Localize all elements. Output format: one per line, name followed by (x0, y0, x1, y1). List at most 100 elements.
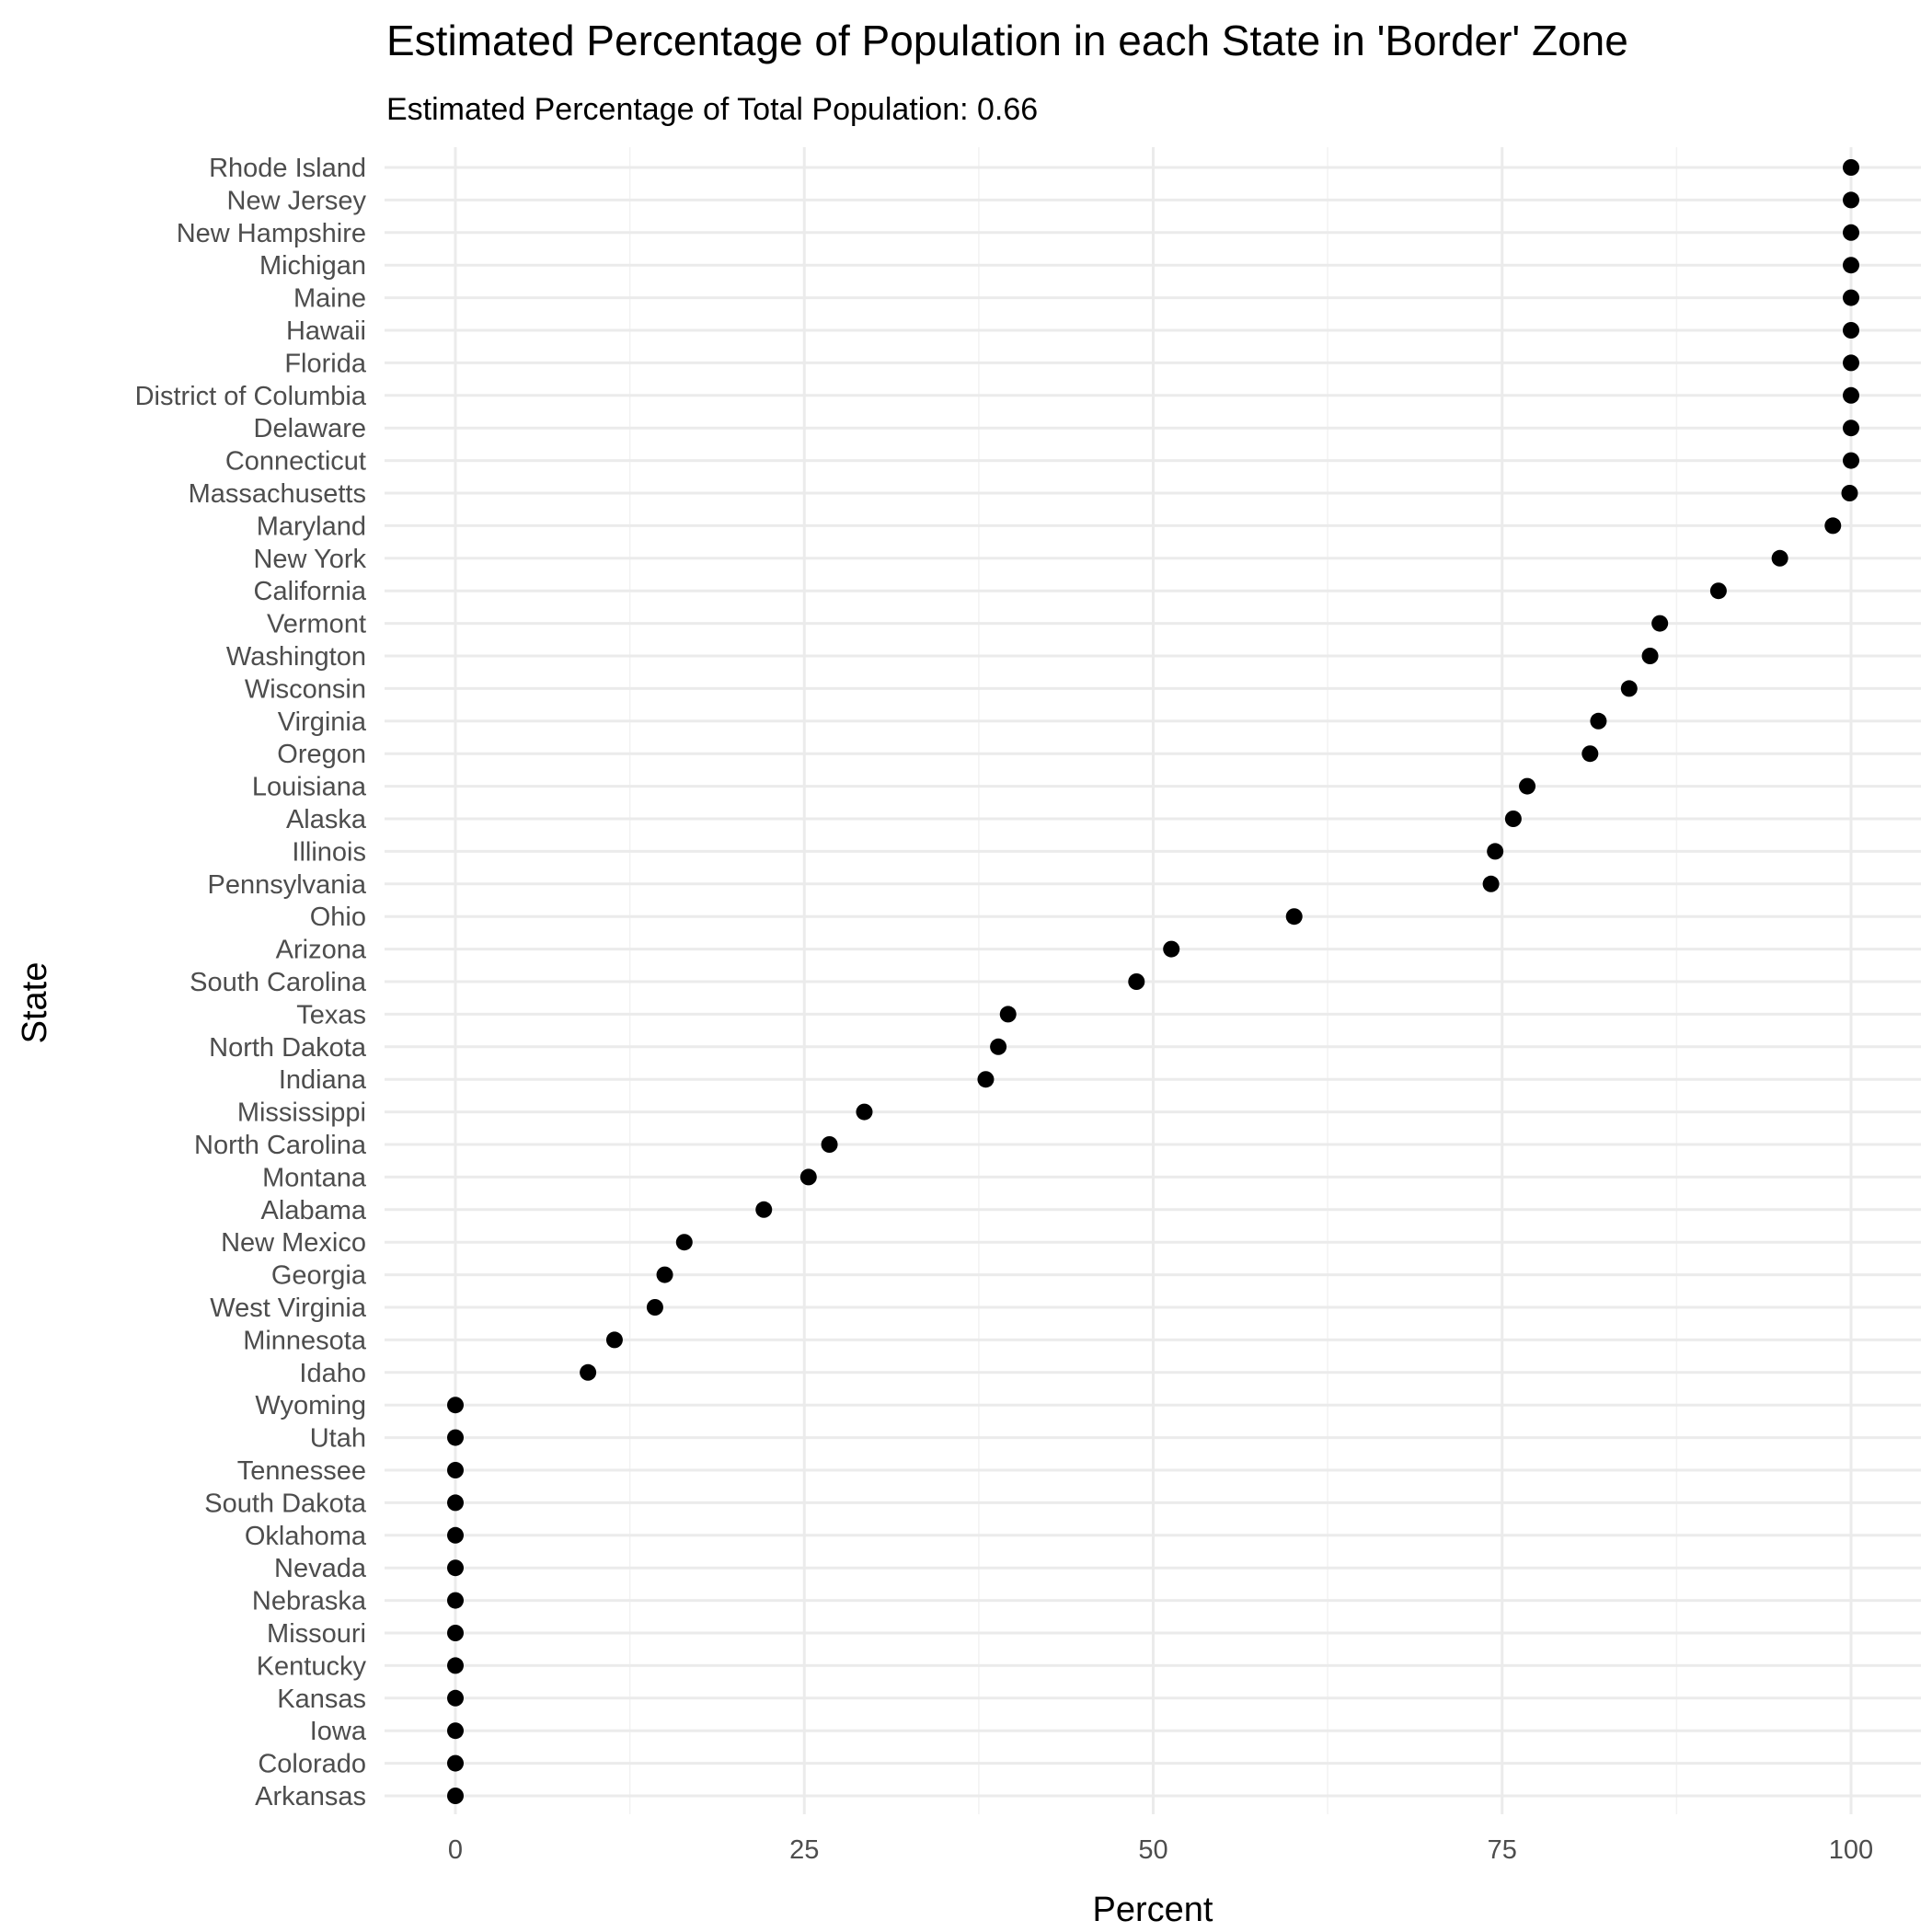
y-tick-label: Arkansas (255, 1782, 366, 1811)
data-point (1843, 289, 1859, 306)
y-tick-label: Mississippi (237, 1098, 366, 1128)
grid-lines (385, 147, 1921, 1814)
data-point (1843, 420, 1859, 437)
data-point (999, 1006, 1017, 1023)
data-point (1128, 973, 1145, 990)
data-point (1709, 582, 1727, 600)
y-tick-label: Georgia (271, 1261, 367, 1291)
y-tick-label: Montana (262, 1163, 367, 1192)
y-tick-label: Maine (293, 284, 366, 314)
data-point (1843, 452, 1859, 469)
data-point (1841, 485, 1858, 501)
y-tick-label: West Virginia (210, 1294, 367, 1323)
y-tick-label: Oklahoma (245, 1522, 367, 1551)
chart-title: Estimated Percentage of Population in ea… (386, 17, 1628, 64)
y-tick-labels: Rhode Island New Jersey New Hampshire Michi… (135, 154, 367, 1811)
data-point (1843, 257, 1859, 274)
y-tick-label: Arizona (276, 936, 367, 965)
y-tick-label: Nebraska (252, 1587, 367, 1616)
y-tick-label: New York (253, 545, 366, 574)
data-point (675, 1234, 693, 1251)
data-point (1163, 940, 1180, 958)
x-tick-label: 0 (448, 1835, 463, 1865)
y-tick-label: Texas (296, 1000, 366, 1029)
data-point (1482, 875, 1500, 892)
y-tick-label: Minnesota (243, 1326, 367, 1355)
data-point (447, 1754, 464, 1772)
data-point (447, 1592, 464, 1609)
y-tick-label: Maryland (257, 512, 366, 541)
y-tick-label: Tennessee (237, 1456, 366, 1486)
y-tick-label: North Carolina (194, 1131, 367, 1160)
data-point (646, 1299, 663, 1316)
y-tick-label: Alabama (261, 1196, 367, 1225)
y-tick-label: Wisconsin (245, 674, 366, 704)
data-point (1487, 843, 1504, 860)
y-tick-label: Connecticut (225, 447, 366, 477)
y-tick-label: Indiana (279, 1065, 367, 1095)
y-tick-label: Wyoming (255, 1391, 366, 1420)
y-tick-label: Florida (284, 349, 367, 378)
data-point (447, 1494, 464, 1512)
y-tick-label: New Jersey (227, 186, 367, 215)
data-point (1519, 777, 1536, 795)
data-point (1771, 549, 1788, 567)
data-point (1824, 517, 1842, 535)
y-tick-label: Missouri (267, 1619, 366, 1649)
x-tick-labels: 0 25 50 75 100 (448, 1835, 1873, 1865)
data-point (990, 1038, 1007, 1055)
x-tick-label: 25 (789, 1835, 819, 1865)
x-axis-title: Percent (1093, 1891, 1213, 1929)
y-tick-label: Kentucky (257, 1651, 367, 1681)
data-point (447, 1397, 464, 1414)
y-tick-label: Alaska (286, 805, 367, 834)
x-tick-label: 100 (1829, 1835, 1873, 1865)
y-tick-label: Virginia (278, 707, 367, 737)
y-tick-label: Iowa (310, 1717, 367, 1746)
data-point (656, 1266, 673, 1283)
data-point (605, 1331, 623, 1349)
data-point (1590, 712, 1607, 730)
y-tick-label: Massachusetts (189, 479, 366, 509)
data-point (1641, 648, 1659, 664)
y-tick-label: New Hampshire (177, 219, 366, 248)
data-point (1581, 745, 1599, 763)
data-point (1843, 159, 1859, 176)
data-points (447, 159, 1859, 1804)
y-tick-label: Pennsylvania (208, 870, 367, 900)
y-axis-title: State (16, 962, 54, 1044)
y-tick-label: Ohio (310, 903, 366, 932)
data-point (799, 1168, 817, 1186)
data-point (447, 1429, 464, 1446)
data-point (447, 1526, 464, 1544)
y-tick-label: Utah (310, 1424, 366, 1454)
data-point (821, 1136, 838, 1153)
data-point (580, 1363, 597, 1381)
data-point (447, 1689, 464, 1707)
data-point (856, 1103, 873, 1121)
y-tick-label: Vermont (267, 610, 366, 639)
y-tick-label: New Mexico (221, 1228, 366, 1258)
y-tick-label: District of Columbia (135, 382, 367, 411)
y-tick-label: Michigan (259, 251, 366, 281)
data-point (977, 1071, 995, 1088)
y-tick-label: Idaho (299, 1359, 366, 1388)
data-point (447, 1559, 464, 1577)
y-tick-label: Rhode Island (209, 154, 366, 183)
data-point (447, 1625, 464, 1641)
y-tick-label: Delaware (254, 414, 367, 443)
y-tick-label: South Dakota (204, 1489, 367, 1518)
data-point (1843, 224, 1859, 241)
y-tick-label: South Carolina (190, 968, 367, 997)
y-tick-label: Oregon (277, 740, 366, 769)
data-point (1843, 322, 1859, 339)
x-tick-label: 50 (1138, 1835, 1167, 1865)
y-tick-label: Illinois (292, 837, 366, 867)
y-tick-label: Nevada (274, 1554, 367, 1583)
data-point (447, 1657, 464, 1674)
chart-subtitle: Estimated Percentage of Total Population… (386, 92, 1038, 127)
data-point (1843, 354, 1859, 372)
data-point (1620, 680, 1638, 697)
y-tick-label: North Dakota (209, 1033, 367, 1063)
